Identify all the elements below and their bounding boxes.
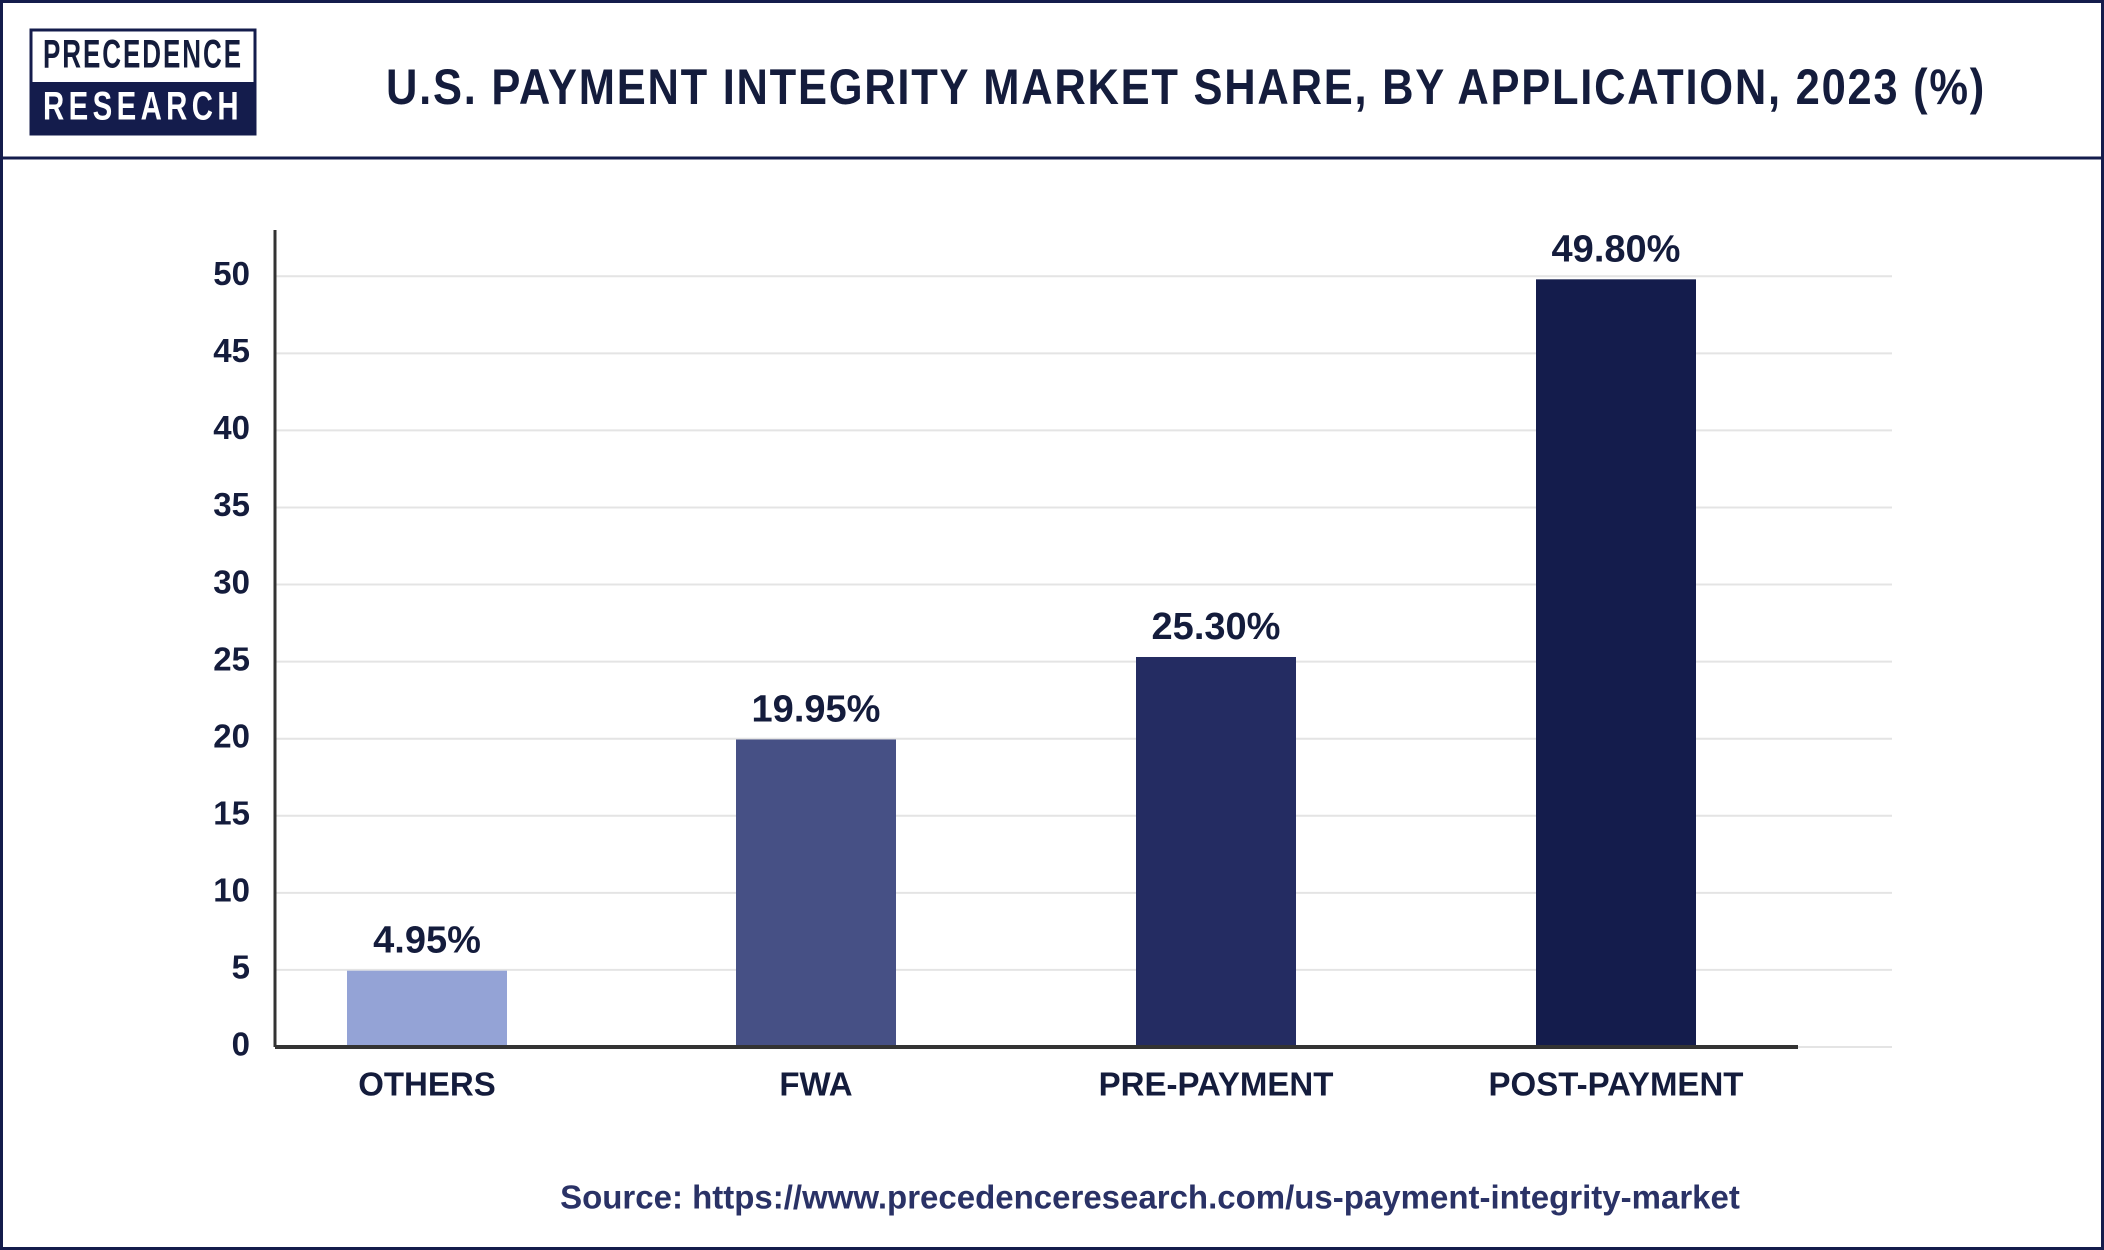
- y-tick-label: 30: [213, 563, 250, 600]
- x-tick-label: POST-PAYMENT: [1489, 1066, 1744, 1103]
- y-tick-label: 5: [232, 949, 250, 986]
- y-tick-label: 40: [213, 409, 250, 446]
- source: Source: https://www.precedenceresearch.c…: [560, 1179, 1740, 1216]
- logo-band: [31, 82, 255, 134]
- y-tick-label: 50: [213, 255, 250, 292]
- bar: [1136, 656, 1296, 1047]
- x-tick-label: OTHERS: [358, 1066, 496, 1103]
- y-tick-label: 35: [213, 486, 250, 523]
- x-tick-label: PRE-PAYMENT: [1099, 1066, 1334, 1103]
- y-tick-label: 10: [213, 872, 250, 909]
- chart-title: U.S. PAYMENT INTEGRITY MARKET SHARE, BY …: [386, 59, 1986, 115]
- logo-line1: PRECEDENCE: [43, 33, 243, 77]
- value-label: 49.80%: [1552, 228, 1681, 270]
- bar: [736, 739, 896, 1047]
- y-tick-label: 25: [213, 640, 250, 677]
- y-tick-label: 45: [213, 332, 250, 369]
- y-tick-label: 20: [213, 717, 250, 754]
- x-tick-label: FWA: [779, 1066, 852, 1103]
- value-label: 19.95%: [752, 689, 881, 731]
- bar: [347, 970, 507, 1047]
- y-tick-label: 0: [232, 1026, 250, 1063]
- y-tick-label: 15: [213, 794, 250, 831]
- value-label: 4.95%: [373, 920, 481, 962]
- value-label: 25.30%: [1152, 606, 1281, 648]
- bar: [1536, 279, 1696, 1047]
- logo-line2: RESEARCH: [43, 85, 243, 129]
